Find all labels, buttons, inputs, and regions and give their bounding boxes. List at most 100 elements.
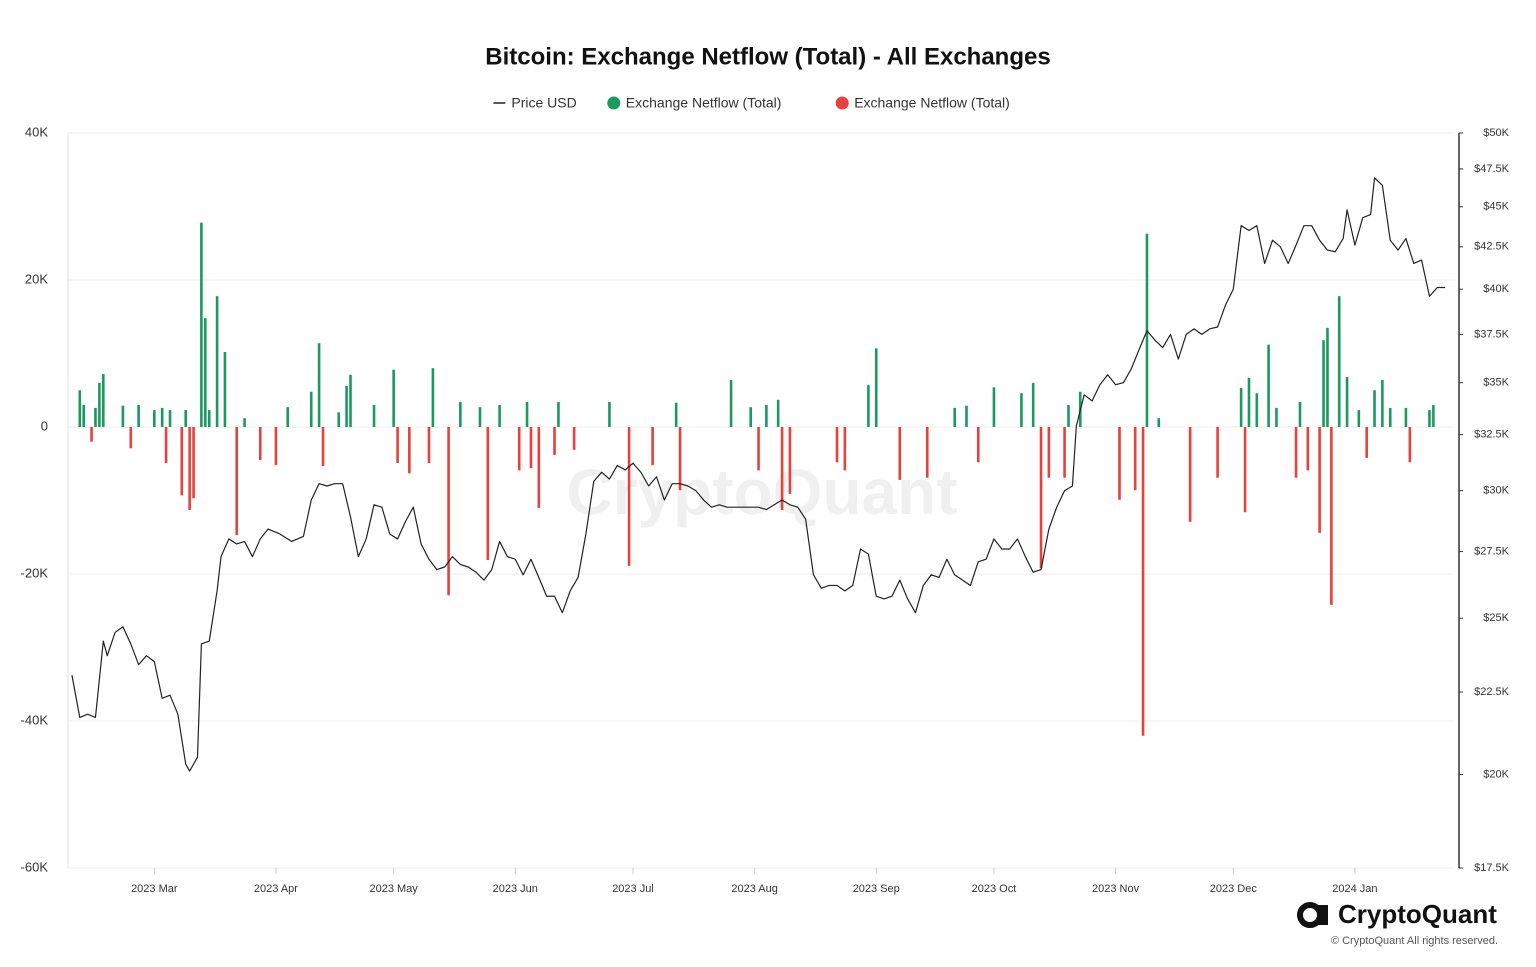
bar bbox=[1275, 407, 1278, 427]
bar bbox=[1337, 296, 1341, 427]
bar bbox=[192, 427, 195, 499]
copyright: © CryptoQuant All rights reserved. bbox=[1331, 935, 1498, 947]
bar bbox=[553, 427, 556, 455]
legend-dot bbox=[835, 96, 849, 110]
y2-tick-label: $22.5K bbox=[1474, 686, 1510, 698]
bar bbox=[223, 352, 227, 427]
bar bbox=[537, 427, 541, 508]
bar bbox=[478, 407, 482, 427]
bar bbox=[572, 427, 576, 450]
x-tick-label: 2023 Mar bbox=[131, 883, 178, 895]
bar bbox=[1141, 427, 1145, 736]
legend-label: Exchange Netflow (Total) bbox=[626, 95, 782, 111]
legend: Price USD Exchange Netflow (Total) Exchang… bbox=[493, 95, 1010, 111]
bar bbox=[1365, 427, 1368, 458]
bar bbox=[1345, 377, 1349, 427]
bar bbox=[1188, 427, 1192, 522]
legend-label: Price USD bbox=[511, 95, 576, 111]
x-tick-label: 2023 Aug bbox=[731, 883, 778, 895]
bar bbox=[321, 427, 325, 466]
x-tick-label: 2023 May bbox=[369, 883, 418, 895]
bar bbox=[1318, 427, 1321, 533]
y2-tick-label: $35K bbox=[1483, 377, 1509, 389]
bar bbox=[557, 402, 560, 427]
y-tick-label: -60K bbox=[21, 859, 49, 874]
bar bbox=[207, 410, 211, 427]
bar bbox=[1216, 427, 1219, 478]
bar bbox=[1063, 427, 1066, 478]
bar bbox=[274, 427, 278, 466]
bar bbox=[317, 343, 321, 427]
bar bbox=[121, 405, 125, 427]
bar bbox=[1381, 379, 1384, 427]
bar bbox=[1388, 407, 1392, 427]
bar bbox=[164, 427, 168, 464]
bar bbox=[498, 404, 501, 427]
bar bbox=[82, 404, 85, 427]
bar bbox=[1294, 427, 1298, 478]
bar bbox=[529, 427, 533, 469]
y2-tick-label: $27.5K bbox=[1474, 545, 1510, 557]
bar bbox=[729, 379, 733, 427]
bar bbox=[765, 404, 768, 427]
bar bbox=[925, 427, 929, 478]
bar bbox=[408, 427, 411, 474]
bar bbox=[78, 390, 82, 427]
bar bbox=[90, 427, 93, 442]
bar bbox=[835, 427, 839, 463]
bar bbox=[345, 385, 348, 427]
bar bbox=[1432, 404, 1435, 427]
bar bbox=[674, 402, 678, 427]
bar bbox=[94, 407, 97, 427]
bar bbox=[788, 427, 792, 494]
bar bbox=[1428, 410, 1431, 427]
logo-icon bbox=[1318, 905, 1328, 925]
bar bbox=[184, 410, 188, 427]
bar bbox=[1247, 377, 1251, 427]
bar bbox=[1298, 402, 1302, 427]
bar bbox=[200, 222, 203, 427]
bar bbox=[1330, 427, 1333, 605]
price-line bbox=[71, 177, 1446, 772]
y2-tick-label: $47.5K bbox=[1474, 163, 1510, 175]
y2-tick-label: $32.5K bbox=[1474, 429, 1510, 441]
logo-text: CryptoQuant bbox=[1338, 899, 1497, 929]
bar bbox=[608, 402, 611, 427]
x-tick-label: 2023 Nov bbox=[1092, 883, 1140, 895]
bar bbox=[447, 427, 450, 596]
bar bbox=[1039, 427, 1043, 569]
legend-label: Exchange Netflow (Total) bbox=[854, 95, 1010, 111]
bar bbox=[337, 412, 341, 427]
x-tick-label: 2023 Sep bbox=[853, 883, 900, 895]
bar bbox=[235, 427, 239, 536]
bar bbox=[953, 407, 957, 427]
y2-tick-label: $25K bbox=[1483, 612, 1509, 624]
bar bbox=[776, 399, 780, 427]
bar bbox=[1239, 388, 1243, 427]
bar bbox=[286, 407, 290, 427]
bar bbox=[965, 405, 968, 427]
bar bbox=[517, 427, 521, 471]
bar bbox=[1408, 427, 1412, 463]
bar bbox=[427, 427, 431, 464]
legend-item[interactable]: Exchange Netflow (Total) bbox=[607, 95, 781, 111]
bar bbox=[757, 427, 760, 471]
bar bbox=[1373, 390, 1376, 427]
bar bbox=[843, 427, 847, 471]
y-tick-label: -20K bbox=[21, 565, 49, 580]
bar bbox=[1067, 404, 1070, 427]
y-tick-label: 40K bbox=[25, 124, 48, 139]
bar bbox=[1133, 427, 1137, 491]
legend-item[interactable]: Exchange Netflow (Total) bbox=[835, 95, 1010, 111]
bar bbox=[372, 404, 376, 427]
bar bbox=[98, 382, 101, 427]
bar bbox=[215, 296, 219, 427]
y-tick-label: 20K bbox=[25, 271, 48, 286]
bar bbox=[1326, 327, 1329, 427]
legend-item[interactable]: Price USD bbox=[493, 95, 577, 111]
y2-tick-label: $40K bbox=[1483, 283, 1509, 295]
y2-tick-label: $17.5K bbox=[1474, 862, 1510, 874]
bar bbox=[1020, 393, 1023, 427]
y2-tick-label: $20K bbox=[1483, 768, 1509, 780]
